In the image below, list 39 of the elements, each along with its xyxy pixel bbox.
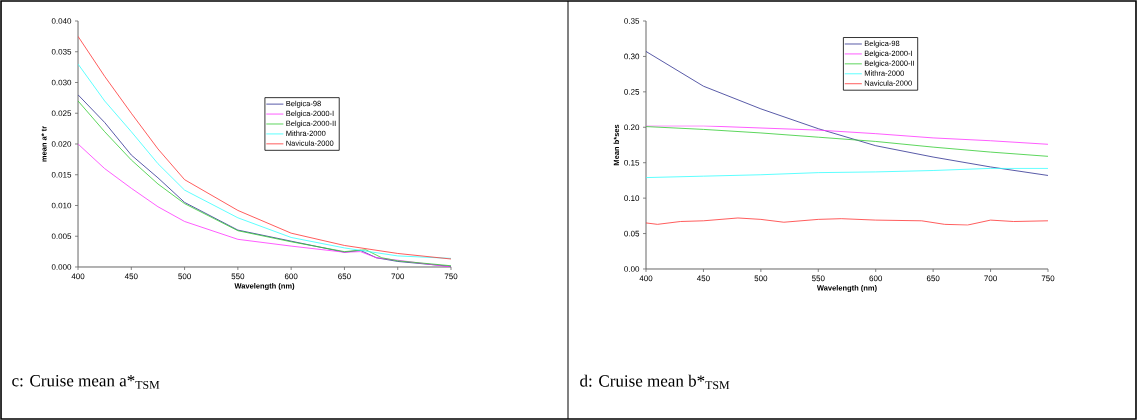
x-tick-label: 600 (869, 275, 883, 282)
x-tick-label: 650 (338, 273, 351, 280)
x-tick-label: 450 (124, 273, 138, 280)
y-tick-label: 0.020 (51, 141, 72, 147)
x-tick-label: 500 (178, 273, 191, 280)
y-tick-label: 0.30 (624, 53, 640, 60)
line-series (646, 217, 1048, 226)
line-series (646, 51, 1048, 176)
y-tick-label: 0.035 (51, 48, 72, 55)
y-tick-label: 0.000 (51, 264, 72, 270)
x-tick-label: 400 (71, 273, 85, 280)
y-tick-label: 0.25 (624, 89, 640, 95)
y-tick-label: 0.015 (51, 171, 72, 178)
x-tick-label: 500 (754, 275, 768, 282)
x-tick-label: 750 (444, 273, 458, 280)
y-tick-label: 0.040 (51, 18, 72, 24)
text: d: Cruise mean b*$_{TSM}$ (580, 374, 730, 390)
x-tick-label: 650 (926, 275, 940, 282)
x-tick-label: 550 (811, 275, 825, 282)
y-tick-label: 0.010 (51, 202, 72, 209)
y-tick-label: 0.15 (624, 159, 640, 166)
y-tick-label: 0.030 (51, 79, 72, 86)
y-tick-label: 0.025 (51, 110, 72, 117)
x-tick-label: 550 (231, 273, 245, 280)
x-tick-label: 700 (984, 275, 997, 282)
x-tick-label: 450 (696, 275, 710, 282)
y-tick-label: 0.35 (624, 18, 640, 24)
line-series (646, 167, 1048, 178)
x-tick-label: 600 (284, 273, 298, 280)
x-tick-label: 700 (391, 273, 405, 280)
y-tick-label: 0.005 (51, 233, 72, 240)
y-tick-label: 0.05 (624, 230, 640, 237)
line-series (646, 126, 1048, 157)
y-tick-label: 0.10 (624, 195, 640, 201)
x-tick-label: 750 (1041, 275, 1055, 282)
y-tick-label: 0.20 (624, 124, 640, 131)
x-tick-label: 400 (639, 275, 653, 282)
text: c: Cruise mean a*$_{TSM}$ (12, 375, 160, 389)
y-tick-label: 0.00 (624, 266, 640, 272)
